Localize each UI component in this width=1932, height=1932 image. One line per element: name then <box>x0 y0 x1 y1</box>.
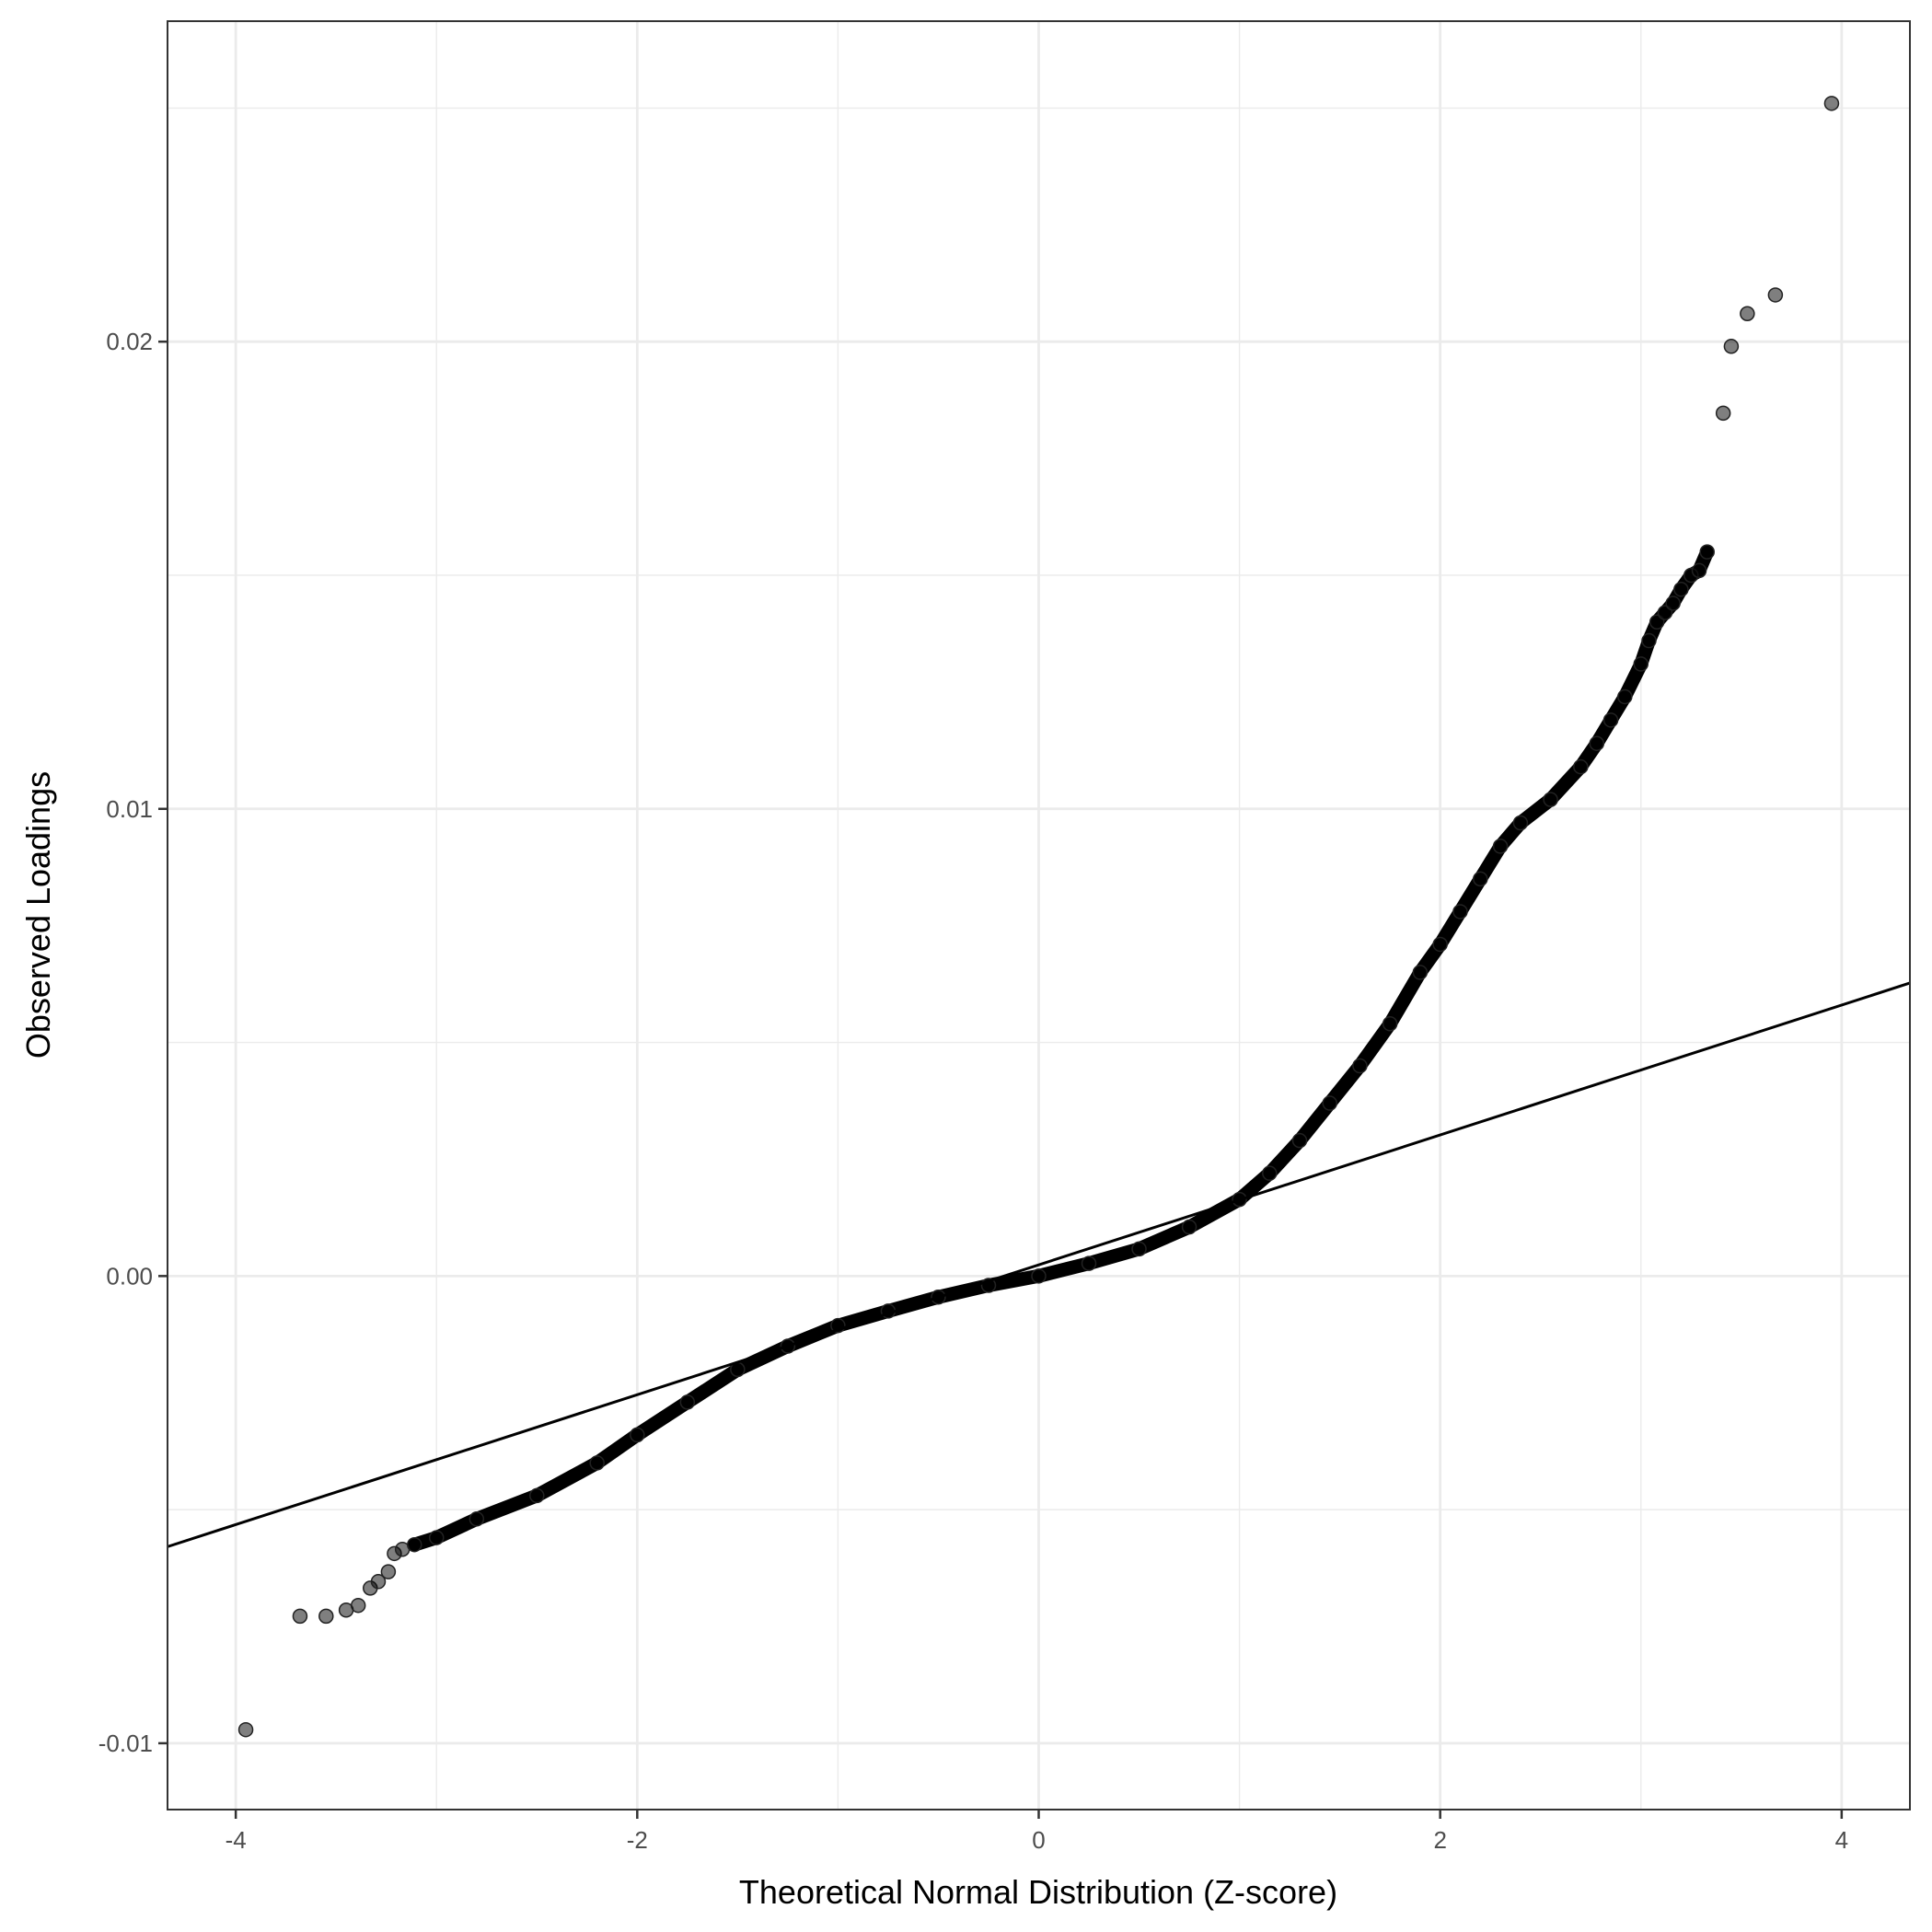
data-point <box>1181 1219 1197 1235</box>
data-point <box>630 1427 645 1443</box>
y-tick-label: 0.00 <box>106 1262 153 1290</box>
y-tick-label: 0.01 <box>106 795 153 823</box>
data-point <box>1131 1241 1147 1257</box>
grid <box>168 21 1910 1810</box>
reference-line <box>167 981 1911 1548</box>
x-axis-title: Theoretical Normal Distribution (Z-score… <box>739 1873 1337 1911</box>
data-point <box>406 1536 422 1553</box>
data-point <box>1432 936 1448 953</box>
data-point <box>1543 792 1558 807</box>
data-point <box>1262 1165 1278 1181</box>
data-point <box>1673 581 1689 597</box>
data-point <box>1823 96 1840 111</box>
axes: -4 -2 0 2 4 -0.01 0.00 0.01 0.02 <box>98 328 1848 1854</box>
data-point <box>1031 1268 1047 1284</box>
x-tick-label: 0 <box>1032 1826 1045 1854</box>
data-point <box>1512 815 1529 831</box>
data-point <box>1492 839 1509 854</box>
data-point <box>469 1511 485 1527</box>
y-tick-label: -0.01 <box>98 1730 153 1757</box>
data-point <box>1452 904 1468 920</box>
data-point <box>237 1721 254 1738</box>
x-tick-label: -2 <box>627 1826 648 1854</box>
data-point <box>380 1564 397 1579</box>
data-point <box>350 1597 366 1614</box>
data-point <box>1740 306 1755 321</box>
data-point <box>1715 405 1731 422</box>
data-point <box>1699 544 1715 560</box>
data-point <box>529 1487 545 1504</box>
data-point <box>370 1574 387 1590</box>
x-tick-label: 2 <box>1433 1826 1446 1854</box>
data-point <box>1412 965 1429 980</box>
data-point <box>1767 287 1784 303</box>
data-point <box>589 1455 605 1471</box>
data-point <box>1352 1058 1368 1074</box>
y-axis-title: Observed Loadings <box>19 771 57 1059</box>
data-point <box>292 1608 308 1625</box>
data-point <box>1473 871 1488 887</box>
x-tick-label: 4 <box>1835 1826 1848 1854</box>
data-point <box>1691 562 1707 579</box>
data-point <box>1723 339 1740 354</box>
data-point <box>428 1530 445 1545</box>
y-tick-label: 0.02 <box>106 328 153 355</box>
x-tick-label: -4 <box>226 1826 247 1854</box>
data-point <box>1602 712 1619 728</box>
data-point <box>1322 1095 1337 1111</box>
data-point <box>318 1608 334 1625</box>
data-point <box>1291 1132 1308 1149</box>
data-point <box>1633 656 1649 672</box>
data-point <box>1573 758 1589 775</box>
data-point <box>1081 1255 1097 1271</box>
data-point <box>679 1394 696 1410</box>
data-point <box>1665 596 1681 611</box>
data-point <box>1617 688 1633 705</box>
data-point <box>1589 735 1605 751</box>
marks <box>167 96 1911 1738</box>
data-point <box>1641 632 1657 649</box>
data-point <box>1382 1016 1398 1032</box>
